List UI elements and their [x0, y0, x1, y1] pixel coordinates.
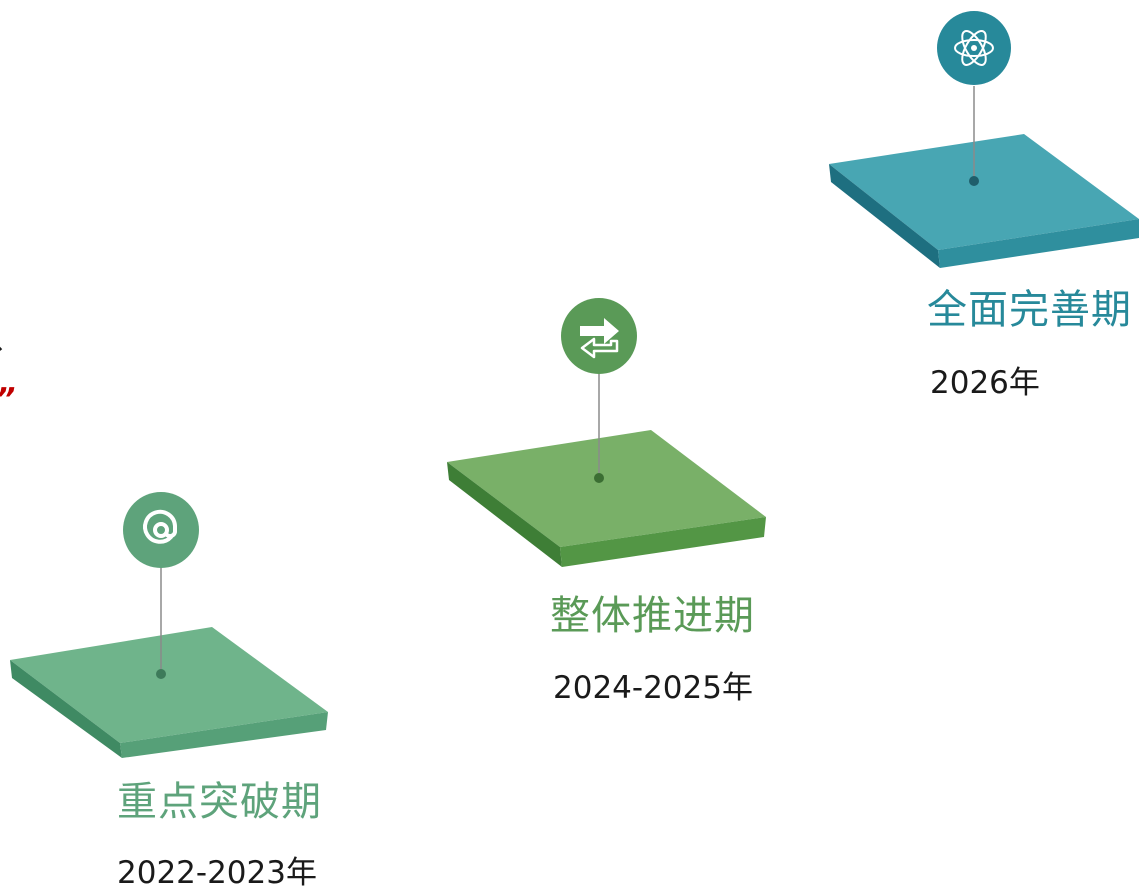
stage-2-platform-top [447, 430, 766, 547]
stage-1-anchor-dot [156, 669, 166, 679]
stage-2-year: 2024-2025年 [553, 670, 753, 706]
stage-2-anchor-dot [594, 473, 604, 483]
stage-1-platform-side-left [10, 660, 122, 758]
stage-3-platform-side-front [938, 219, 1139, 268]
atom-icon [954, 30, 994, 66]
stage-2-step [447, 298, 766, 567]
stage-3-anchor-dot [969, 176, 979, 186]
stage-1-platform-top [10, 627, 328, 743]
stage-1-year: 2022-2023年 [117, 855, 317, 891]
stage-3-platform-side-left [829, 164, 940, 268]
stage-3-platform-top [829, 134, 1139, 250]
stage-1-icon-circle [123, 492, 199, 568]
edge-quote-fragment: ” [0, 382, 15, 418]
stage-1-platform-side-front [120, 712, 328, 758]
stage-2-platform-side-front [560, 517, 766, 567]
stage-3-title: 全面完善期 [927, 287, 1132, 333]
at-sign-icon [143, 509, 177, 544]
stage-1-step [10, 492, 328, 758]
stage-3-step [829, 11, 1139, 268]
stage-3-year: 2026年 [930, 365, 1040, 401]
stage-2-platform-side-left [447, 462, 562, 567]
stage-2-title: 整体推进期 [550, 593, 755, 639]
stage-1-title: 重点突破期 [117, 779, 322, 825]
swap-arrows-icon [580, 318, 619, 359]
edge-comma-fragment: 、 [0, 322, 22, 358]
